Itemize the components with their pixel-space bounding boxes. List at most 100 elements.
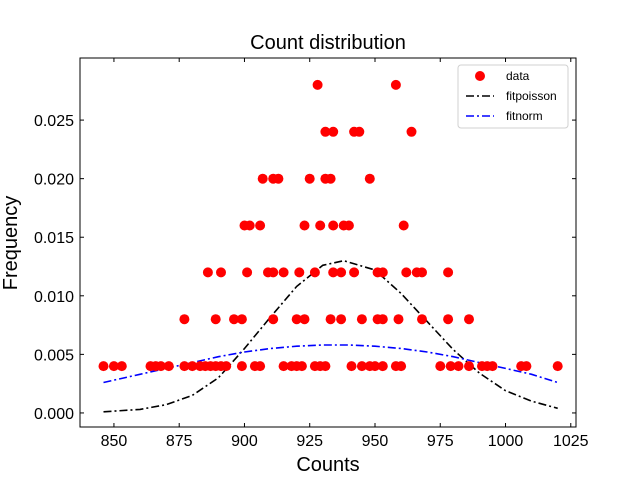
data-point [309, 267, 320, 278]
legend-label-fitpoisson: fitpoisson [506, 89, 557, 103]
data-point [406, 126, 417, 137]
y-tick-label: 0.020 [34, 172, 74, 189]
data-point [552, 361, 563, 372]
x-axis: 850 875 900 925 950 975 1000 1025 [101, 58, 589, 450]
data-point [417, 267, 427, 278]
data-point [521, 361, 532, 372]
data-point [244, 220, 255, 231]
data-point [273, 173, 284, 184]
data-point [443, 314, 454, 325]
data-point [464, 361, 474, 372]
data-point [349, 267, 360, 278]
legend-label-fitnorm: fitnorm [506, 109, 543, 123]
y-tick-label: 0.025 [34, 113, 74, 130]
x-tick-label: 875 [166, 433, 193, 450]
y-axis: 0.000 0.005 0.010 0.015 0.020 0.025 [34, 113, 576, 423]
data-point [108, 361, 119, 372]
data-point [377, 361, 388, 372]
data-point [435, 361, 446, 372]
data-point [202, 267, 213, 278]
data-point [278, 267, 289, 278]
data-point [278, 361, 289, 372]
y-tick-label: 0.010 [34, 289, 74, 306]
data-point [304, 173, 315, 184]
data-point [443, 267, 454, 278]
data-point [299, 220, 310, 231]
data-point [354, 126, 365, 137]
data-point [255, 361, 266, 372]
data-point [187, 361, 198, 372]
y-axis-label: Frequency [0, 196, 22, 291]
data-point [236, 314, 247, 325]
x-tick-label: 1000 [488, 433, 524, 450]
chart-title: Count distribution [250, 32, 406, 54]
x-tick-label: 1025 [553, 433, 589, 450]
data-point [328, 267, 339, 278]
data-point [356, 361, 367, 372]
data-point [417, 314, 427, 325]
data-point [464, 314, 474, 325]
data-point [377, 314, 388, 325]
data-point [294, 267, 305, 278]
data-point [487, 361, 498, 372]
data-point [364, 173, 375, 184]
data-point [343, 220, 354, 231]
data-point [98, 361, 109, 372]
data-point [393, 314, 404, 325]
x-tick-label: 900 [231, 433, 258, 450]
data-point [236, 361, 247, 372]
data-point [370, 361, 380, 372]
data-point [116, 361, 127, 372]
data-point [296, 361, 307, 372]
series-line-fitpoisson [103, 259, 558, 413]
data-point [210, 314, 221, 325]
data-point [155, 361, 166, 372]
data-point [221, 361, 232, 372]
data-point [453, 361, 464, 372]
data-point [179, 361, 190, 372]
data-point [325, 173, 336, 184]
data-point [398, 220, 409, 231]
data-point [268, 314, 279, 325]
y-tick-label: 0.000 [34, 406, 74, 423]
data-point [377, 267, 388, 278]
y-tick-label: 0.015 [34, 230, 74, 247]
x-tick-label: 950 [362, 433, 389, 450]
data-point [325, 314, 336, 325]
data-point [312, 79, 323, 90]
data-point [346, 361, 357, 372]
legend-marker-data [475, 71, 485, 81]
data-point [255, 220, 266, 231]
data-point [268, 267, 279, 278]
data-point [390, 79, 401, 90]
data-point [401, 267, 412, 278]
x-axis-label: Counts [296, 454, 359, 476]
data-point [299, 314, 310, 325]
data-point [320, 126, 331, 137]
x-tick-label: 850 [101, 433, 128, 450]
data-point [229, 314, 239, 325]
data-point [328, 220, 339, 231]
y-tick-label: 0.005 [34, 347, 74, 364]
data-point [179, 314, 190, 325]
data-point [336, 267, 347, 278]
legend: data fitpoisson fitnorm [457, 64, 569, 129]
data-point [328, 126, 339, 137]
data-point [242, 267, 253, 278]
x-tick-label: 975 [427, 433, 454, 450]
data-point [291, 314, 302, 325]
data-point [163, 361, 174, 372]
data-point [445, 361, 456, 372]
legend-label-data: data [506, 69, 530, 83]
data-point [356, 314, 367, 325]
data-point [336, 314, 347, 325]
series-layer [98, 79, 563, 413]
plot-frame [79, 57, 577, 428]
data-point [216, 267, 226, 278]
data-point [257, 173, 268, 184]
data-point [396, 361, 407, 372]
data-point [320, 361, 331, 372]
x-tick-label: 925 [296, 433, 323, 450]
legend-box [457, 64, 569, 129]
